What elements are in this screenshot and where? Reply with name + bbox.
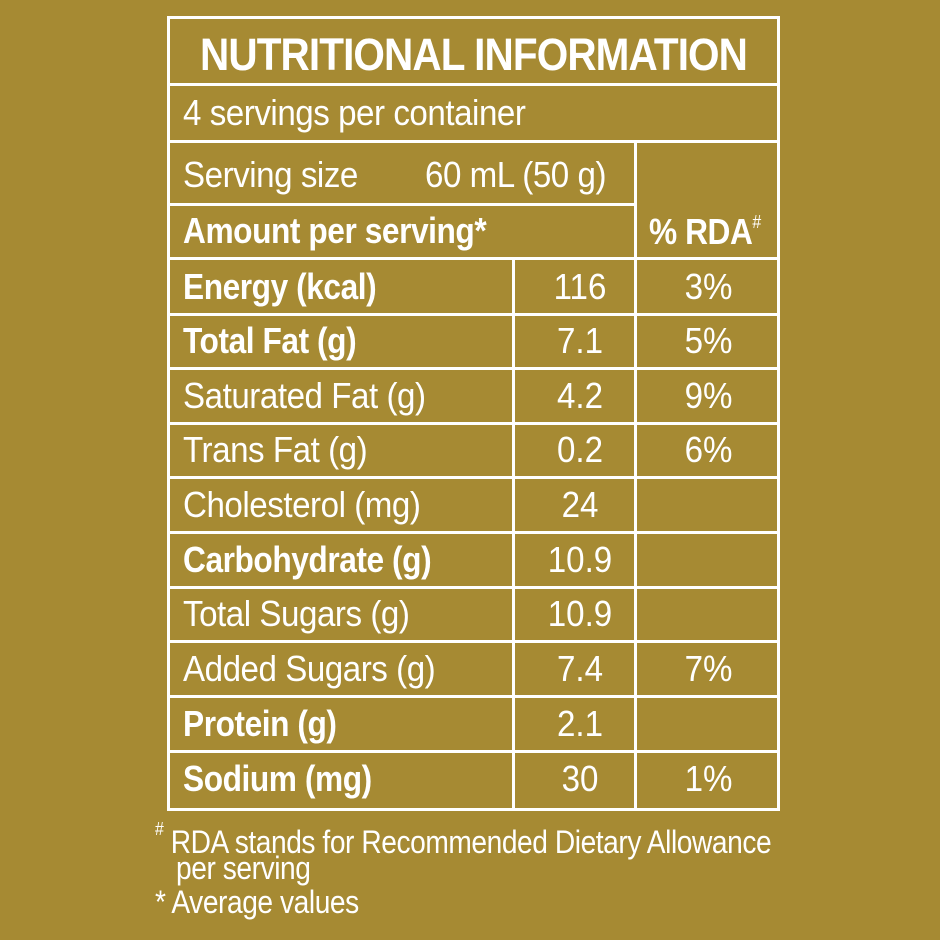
serving-size-label: Serving size	[183, 154, 358, 195]
row-carbohydrate-name: Carbohydrate (g)	[183, 539, 432, 580]
rule-below-title	[167, 83, 780, 86]
row-trans-fat-name: Trans Fat (g)	[183, 429, 368, 470]
rda-header-label: % RDA	[649, 211, 753, 252]
rule-row-4	[167, 476, 780, 479]
footnote-average: * Average values	[155, 886, 359, 918]
footnote-rda-line1: RDA stands for Recommended Dietary Allow…	[170, 824, 772, 860]
rule-amount-column	[512, 257, 515, 811]
row-added-sugars-rda: 7%	[684, 648, 733, 689]
rule-row-8	[167, 695, 780, 698]
row-protein-name: Protein (g)	[183, 703, 337, 744]
row-sodium-amount: 30	[561, 758, 599, 799]
row-saturated-fat-amount: 4.2	[556, 375, 604, 416]
row-total-fat-rda: 5%	[684, 320, 733, 361]
row-trans-fat-amount: 0.2	[556, 429, 604, 470]
average-values-mark: *	[474, 210, 487, 251]
footnote-average-mark: *	[155, 884, 166, 920]
rule-below-header	[167, 257, 780, 260]
row-trans-fat-rda: 6%	[684, 429, 733, 470]
row-energy-name: Energy (kcal)	[183, 266, 377, 307]
row-saturated-fat-rda: 9%	[684, 375, 733, 416]
rule-row-2	[167, 367, 780, 370]
rule-row-9	[167, 750, 780, 753]
row-protein-amount: 2.1	[556, 703, 604, 744]
row-sodium-name: Sodium (mg)	[183, 758, 372, 799]
row-cholesterol-name: Cholesterol (mg)	[183, 484, 421, 525]
row-total-fat-amount: 7.1	[556, 320, 604, 361]
rule-below-serving-size	[167, 203, 637, 206]
row-total-sugars-name: Total Sugars (g)	[183, 593, 410, 634]
footnote-average-text: Average values	[171, 884, 359, 920]
rule-row-7	[167, 640, 780, 643]
rule-row-5	[167, 531, 780, 534]
serving-size-value: 60 mL (50 g)	[425, 154, 607, 195]
row-total-sugars-amount: 10.9	[547, 593, 613, 634]
row-added-sugars-amount: 7.4	[556, 648, 604, 689]
amount-per-serving-header: Amount per serving*	[183, 210, 487, 251]
rda-header: % RDA#	[649, 213, 761, 250]
rda-header-mark: #	[752, 212, 761, 232]
footnote-rda-mark: #	[155, 819, 164, 839]
row-cholesterol-amount: 24	[561, 484, 599, 525]
row-energy-rda: 3%	[684, 266, 733, 307]
nutrition-table	[167, 16, 780, 811]
rule-rda-column	[634, 140, 637, 811]
row-saturated-fat-name: Saturated Fat (g)	[183, 375, 426, 416]
rule-below-servings	[167, 140, 780, 143]
table-title: NUTRITIONAL INFORMATION	[199, 29, 748, 80]
footnote-rda-continued: per serving	[176, 850, 311, 886]
rule-row-6	[167, 586, 780, 589]
rule-row-3	[167, 422, 780, 425]
footnote-rda: # RDA stands for Recommended Dietary All…	[155, 819, 772, 860]
row-added-sugars-name: Added Sugars (g)	[183, 648, 436, 689]
row-total-fat-name: Total Fat (g)	[183, 320, 357, 361]
row-carbohydrate-amount: 10.9	[547, 539, 613, 580]
row-sodium-rda: 1%	[684, 758, 733, 799]
servings-per-container: 4 servings per container	[183, 92, 526, 133]
row-energy-amount: 116	[553, 266, 607, 307]
amount-per-serving-label: Amount per serving	[183, 210, 475, 251]
rule-row-1	[167, 313, 780, 316]
